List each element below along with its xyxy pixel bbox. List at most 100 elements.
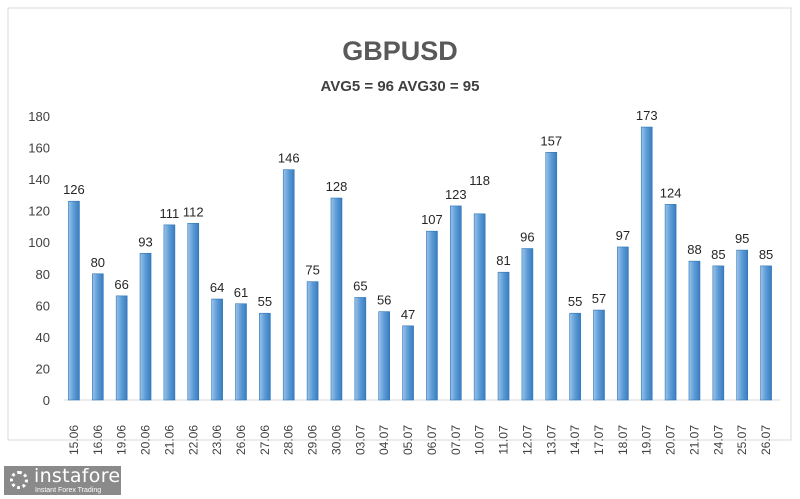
x-tick-label: 05.07 [401, 425, 415, 455]
data-label: 128 [326, 179, 348, 194]
data-label: 123 [445, 187, 467, 202]
x-tick-label: 10.07 [473, 425, 487, 455]
bar [473, 213, 486, 401]
bar [68, 200, 80, 401]
y-tick-label: 0 [43, 393, 50, 408]
bar [115, 295, 128, 401]
x-tick-label: 24.07 [711, 425, 725, 455]
bar [688, 260, 701, 401]
x-tick-label: 30.06 [329, 425, 343, 455]
bar [617, 246, 629, 401]
data-label: 66 [114, 277, 128, 292]
data-label: 81 [496, 253, 510, 268]
logo-tagline: Instant Forex Trading [35, 487, 102, 494]
x-tick-label: 22.06 [186, 425, 200, 455]
x-tick-label: 23.06 [210, 425, 224, 455]
data-label: 80 [91, 255, 105, 270]
y-tick-label: 60 [36, 298, 50, 313]
x-tick-label: 26.06 [234, 425, 248, 455]
x-tick-label: 27.06 [258, 425, 272, 455]
bar [640, 126, 653, 401]
x-tick-label: 18.07 [616, 425, 630, 455]
data-label: 93 [138, 234, 152, 249]
data-label: 85 [759, 247, 773, 262]
x-tick-label: 25.07 [735, 425, 749, 455]
data-label: 61 [234, 285, 248, 300]
data-label: 107 [421, 212, 443, 227]
data-label: 96 [520, 230, 534, 245]
data-label: 97 [616, 228, 630, 243]
x-tick-label: 12.07 [520, 425, 534, 455]
x-tick-label: 20.07 [664, 425, 678, 455]
y-tick-label: 140 [28, 172, 50, 187]
data-label: 56 [377, 293, 391, 308]
bar [569, 312, 581, 401]
y-tick-label: 100 [28, 235, 50, 250]
data-label: 57 [592, 291, 606, 306]
chart-subtitle: AVG5 = 96 AVG30 = 95 [321, 78, 480, 95]
bar [378, 311, 391, 401]
bar [712, 265, 725, 401]
x-tick-label: 15.06 [67, 425, 81, 455]
bar [402, 325, 414, 401]
x-tick-label: 06.07 [425, 425, 439, 455]
bar [92, 273, 104, 401]
data-label: 85 [711, 247, 725, 262]
x-tick-label: 07.07 [449, 425, 463, 455]
bar [664, 204, 677, 401]
chart-frame [7, 7, 792, 441]
data-label: 95 [735, 231, 749, 246]
data-label: 157 [540, 133, 562, 148]
bar [187, 222, 200, 401]
data-label: 64 [210, 280, 224, 295]
x-tick-label: 20.06 [139, 425, 153, 455]
x-tick-label: 21.07 [687, 425, 701, 455]
y-tick-label: 120 [28, 204, 50, 219]
data-label: 118 [469, 173, 490, 188]
bar [139, 252, 152, 401]
data-label: 55 [568, 294, 582, 309]
x-tick-label: 29.06 [306, 425, 320, 455]
chart-title: GBPUSD [342, 36, 458, 66]
data-label: 173 [636, 108, 658, 123]
x-tick-label: 16.06 [91, 425, 105, 455]
x-tick-label: 19.07 [640, 425, 654, 455]
x-tick-label: 11.07 [497, 425, 511, 454]
data-label: 75 [305, 263, 319, 278]
data-label: 111 [160, 206, 180, 221]
bar [330, 197, 343, 401]
bar [211, 298, 223, 401]
data-label: 146 [278, 151, 300, 166]
y-tick-label: 80 [36, 267, 50, 282]
data-label: 124 [660, 185, 682, 200]
x-tick-label: 04.07 [377, 425, 391, 455]
data-label: 55 [258, 294, 272, 309]
x-tick-label: 19.06 [115, 425, 129, 455]
data-label: 65 [353, 278, 367, 293]
bar [426, 230, 438, 401]
bar [545, 151, 558, 401]
data-label: 88 [687, 242, 701, 257]
x-tick-label: 13.07 [544, 425, 558, 455]
x-tick-label: 21.06 [162, 425, 176, 455]
bar [449, 205, 462, 401]
bar [235, 303, 247, 401]
bar [306, 281, 319, 401]
bar [760, 265, 772, 401]
bar [163, 224, 176, 401]
x-tick-label: 03.07 [353, 425, 367, 455]
bar [736, 249, 749, 401]
gear-icon [10, 471, 28, 489]
instaforex-logo: instaforex Instant Forex Trading [4, 466, 131, 495]
bar [521, 248, 534, 401]
x-tick-label: 26.07 [759, 425, 773, 455]
y-tick-label: 40 [36, 330, 50, 345]
y-tick-label: 180 [28, 109, 50, 124]
data-label: 112 [183, 204, 204, 219]
bar [282, 169, 295, 401]
bar [354, 297, 367, 401]
logo-name: instaforex [34, 465, 132, 487]
x-tick-label: 14.07 [568, 425, 582, 455]
x-tick-label: 17.07 [592, 425, 606, 455]
